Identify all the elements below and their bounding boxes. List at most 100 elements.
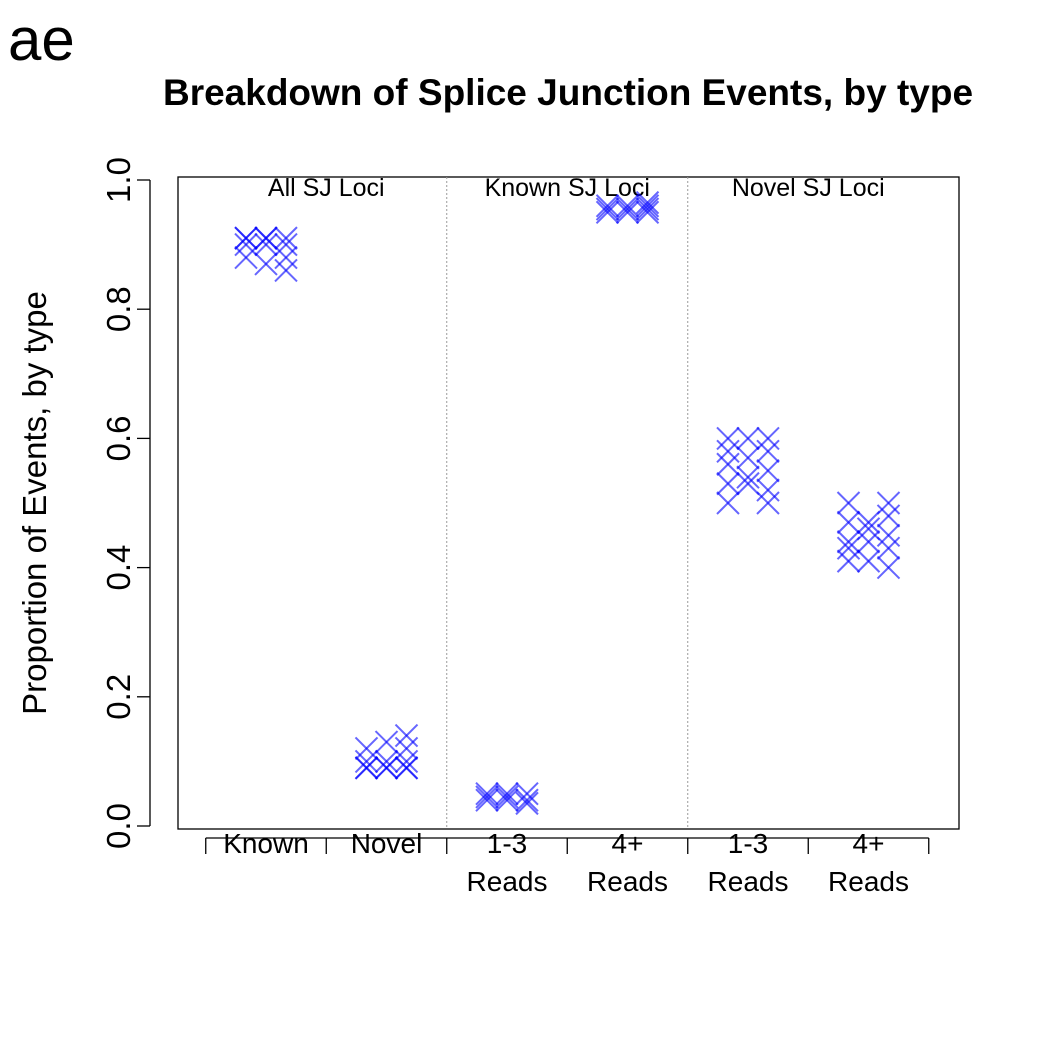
data-point [495,785,519,809]
data-point [515,791,539,816]
data-point [856,517,881,541]
data-point [595,197,620,221]
data-point-stroke [495,781,519,806]
data-point-stroke [736,426,760,451]
data-point-stroke [495,785,519,809]
data-point-stroke [716,491,740,515]
data-point [635,200,660,225]
data-point [615,194,640,218]
data-point [635,194,660,218]
data-point-stroke [394,756,419,780]
data-point-stroke [274,245,298,270]
data-point [856,549,881,573]
y-tick-label: 0.0 [100,803,137,849]
data-point-stroke [635,197,660,221]
data-point [394,723,419,748]
data-point [716,452,740,476]
data-point [274,232,298,257]
data-point [374,749,399,774]
data-point-stroke [836,491,861,515]
panel-letter: ae [8,6,75,73]
plot-frame [177,176,960,830]
x-tick-label: 1-3 [487,828,527,859]
data-point [856,510,881,535]
data-point-stroke [254,232,278,257]
data-point-stroke [756,458,780,483]
data-point [274,226,298,250]
data-point [756,439,780,464]
data-point-stroke [756,491,780,515]
data-point [836,536,861,560]
data-point [635,190,660,215]
data-point-stroke [374,756,399,780]
data-point-stroke [635,194,660,218]
data-point-stroke [836,530,861,554]
data-point [716,471,740,496]
data-point [736,426,760,451]
data-point [876,504,901,528]
data-point-stroke [876,555,901,580]
data-point [234,232,258,257]
data-point [876,523,901,548]
data-point [354,736,379,761]
data-point [374,756,399,780]
data-point [495,788,519,812]
data-point [876,536,901,560]
data-point [354,756,379,780]
data-point [374,730,399,754]
data-point-stroke [595,200,620,225]
data-point-stroke [234,245,258,270]
data-point [254,252,278,276]
group-label: Known SJ Loci [485,174,650,202]
data-point-stroke [856,510,881,535]
data-point-stroke [234,226,258,250]
data-point [836,530,861,554]
group-label: Novel SJ Loci [732,174,885,202]
x-tick-label: 1-3 [728,828,768,859]
x-tick-label: Known [223,828,309,859]
data-point-stroke [475,788,499,812]
data-point [495,781,519,806]
data-point-stroke [716,426,740,451]
data-point-stroke [876,491,901,515]
data-point-stroke [274,232,298,257]
data-point-stroke [856,517,881,541]
data-point [756,491,780,515]
data-point [394,756,419,780]
data-point-stroke [394,723,419,748]
data-point-stroke [736,446,760,470]
data-point-stroke [736,465,760,489]
group-label: All SJ Loci [268,174,385,202]
data-point-stroke [736,471,760,496]
x-tick-label: 4+ [612,828,644,859]
data-point [836,491,861,515]
data-point-stroke [274,226,298,250]
x-tick-label: Novel [351,828,423,859]
data-point [515,788,539,812]
data-point-stroke [635,190,660,215]
data-point-stroke [515,781,539,806]
data-point [475,781,499,806]
data-point [736,446,760,470]
data-point [856,530,881,554]
data-point-stroke [615,200,640,225]
y-tick-label: 1.0 [100,157,137,203]
data-point [756,426,780,451]
data-point-stroke [394,749,419,774]
data-point-stroke [635,200,660,225]
data-point-stroke [234,232,258,257]
data-point-stroke [615,197,640,221]
data-point-stroke [354,756,379,780]
data-point-stroke [756,426,780,451]
data-point-stroke [374,749,399,774]
data-point [635,197,660,221]
data-point-stroke [354,736,379,761]
data-point [254,232,278,257]
data-point [254,226,278,250]
data-point-stroke [876,504,901,528]
data-point-stroke [394,736,419,761]
x-tick-label: Reads [587,866,668,897]
data-point [756,458,780,483]
data-point [274,245,298,270]
